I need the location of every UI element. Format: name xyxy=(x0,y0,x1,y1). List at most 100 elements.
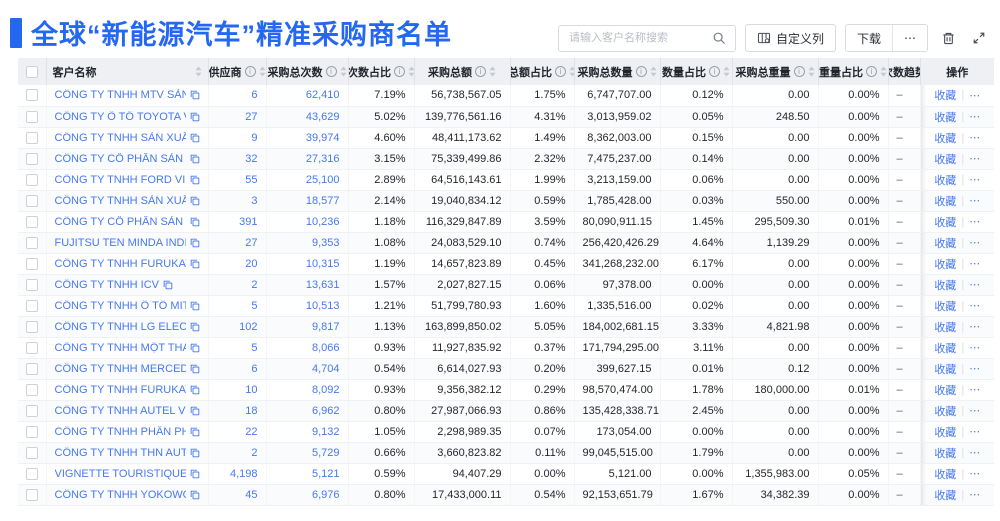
copy-icon[interactable] xyxy=(190,217,200,227)
favorite-button[interactable]: 收藏 xyxy=(934,489,957,502)
favorite-button[interactable]: 收藏 xyxy=(934,384,957,397)
sort-icon[interactable] xyxy=(194,66,202,77)
copy-icon[interactable] xyxy=(190,112,200,122)
row-more-button[interactable]: ⋯ xyxy=(969,489,981,501)
customer-name-link[interactable]: CÔNG TY TNHH LG ELECTRON... xyxy=(54,320,186,333)
sort-icon[interactable] xyxy=(880,66,887,77)
row-more-button[interactable]: ⋯ xyxy=(969,363,981,375)
favorite-button[interactable]: 收藏 xyxy=(934,258,957,271)
row-checkbox[interactable] xyxy=(26,446,38,459)
row-checkbox[interactable] xyxy=(26,278,38,291)
sort-icon[interactable] xyxy=(807,66,815,77)
favorite-button[interactable]: 收藏 xyxy=(934,426,957,439)
customer-name-link[interactable]: CÔNG TY TNHH FORD VIỆT NAM xyxy=(54,173,186,186)
row-checkbox[interactable] xyxy=(26,467,38,480)
customer-name-link[interactable]: CÔNG TY Ô TÔ TOYOTA VIỆT ... xyxy=(54,110,186,123)
sort-icon[interactable] xyxy=(408,66,414,77)
row-more-button[interactable]: ⋯ xyxy=(969,321,981,333)
row-checkbox[interactable] xyxy=(26,89,38,102)
row-more-button[interactable]: ⋯ xyxy=(969,426,981,438)
column-header-amount_pct[interactable]: 总额占比 i xyxy=(510,58,575,85)
customer-name-link[interactable]: CÔNG TY TNHH AUTEL VIỆT N... xyxy=(54,404,186,417)
sort-icon[interactable] xyxy=(723,66,730,77)
customize-columns-button[interactable]: 自定义列 xyxy=(744,24,836,52)
favorite-button[interactable]: 收藏 xyxy=(934,342,957,355)
row-checkbox[interactable] xyxy=(26,362,38,375)
customer-name-link[interactable]: FUJITSU TEN MINDA INDIA PVT... xyxy=(54,236,186,249)
row-checkbox[interactable] xyxy=(26,320,38,333)
search-input[interactable] xyxy=(566,31,711,45)
column-header-count_pct[interactable]: 次数占比 i xyxy=(348,58,415,85)
favorite-button[interactable]: 收藏 xyxy=(934,174,957,187)
row-more-button[interactable]: ⋯ xyxy=(969,89,981,102)
row-more-button[interactable]: ⋯ xyxy=(969,216,981,228)
delete-button[interactable] xyxy=(937,27,959,49)
row-more-button[interactable]: ⋯ xyxy=(969,174,981,186)
favorite-button[interactable]: 收藏 xyxy=(934,279,957,292)
favorite-button[interactable]: 收藏 xyxy=(934,195,957,208)
copy-icon[interactable] xyxy=(190,385,200,395)
column-header-quantity_pct[interactable]: 数量占比 i xyxy=(660,58,733,85)
row-checkbox[interactable] xyxy=(26,215,38,228)
download-button[interactable]: 下载 xyxy=(845,25,892,51)
copy-icon[interactable] xyxy=(190,133,200,143)
row-more-button[interactable]: ⋯ xyxy=(969,237,981,249)
row-more-button[interactable]: ⋯ xyxy=(969,153,981,165)
sort-icon[interactable] xyxy=(489,66,496,77)
copy-icon[interactable] xyxy=(190,259,200,269)
customer-name-link[interactable]: CÔNG TY TNHH MTV SẢN XUẤ... xyxy=(54,89,186,102)
copy-icon[interactable] xyxy=(190,343,200,353)
row-more-button[interactable]: ⋯ xyxy=(969,468,981,480)
row-checkbox[interactable] xyxy=(26,110,38,123)
row-checkbox[interactable] xyxy=(26,404,38,417)
row-more-button[interactable]: ⋯ xyxy=(969,111,981,123)
favorite-button[interactable]: 收藏 xyxy=(934,153,957,166)
copy-icon[interactable] xyxy=(190,154,200,164)
row-checkbox[interactable] xyxy=(26,488,38,501)
row-checkbox[interactable] xyxy=(26,173,38,186)
copy-icon[interactable] xyxy=(190,406,200,416)
customer-name-link[interactable]: CÔNG TY TNHH MỘT THÀNH V... xyxy=(54,341,186,354)
row-more-button[interactable]: ⋯ xyxy=(969,195,981,207)
copy-icon[interactable] xyxy=(163,280,173,290)
favorite-button[interactable]: 收藏 xyxy=(934,132,957,145)
row-checkbox[interactable] xyxy=(26,299,38,312)
sort-icon[interactable] xyxy=(258,66,266,77)
favorite-button[interactable]: 收藏 xyxy=(934,405,957,418)
favorite-button[interactable]: 收藏 xyxy=(934,468,957,481)
customer-name-link[interactable]: CÔNG TY TNHH ICV xyxy=(54,278,160,291)
copy-icon[interactable] xyxy=(190,175,200,185)
copy-icon[interactable] xyxy=(190,364,200,374)
search-icon[interactable] xyxy=(711,30,727,46)
copy-icon[interactable] xyxy=(190,196,200,206)
customer-name-link[interactable]: CÔNG TY TNHH SẢN XUẤT VÀ ... xyxy=(54,194,186,207)
column-header-purchase_count[interactable]: 采购总次数 i xyxy=(266,58,349,85)
customer-name-link[interactable]: CÔNG TY CỔ PHẦN SẢN XUẤT... xyxy=(54,152,186,165)
customer-name-link[interactable]: CÔNG TY TNHH SẢN XUẤT VÀ ... xyxy=(54,131,186,144)
favorite-button[interactable]: 收藏 xyxy=(934,216,957,229)
customer-name-link[interactable]: VIGNETTE TOURISTIQUE G UNI... xyxy=(54,467,186,480)
row-checkbox[interactable] xyxy=(26,152,38,165)
favorite-button[interactable]: 收藏 xyxy=(934,90,957,103)
fullscreen-button[interactable] xyxy=(968,27,990,49)
column-header-name[interactable]: 客户名称 xyxy=(46,58,209,85)
customer-name-link[interactable]: CÔNG TY CỔ PHẦN SẢN XUẤT... xyxy=(54,215,186,228)
customer-name-link[interactable]: CÔNG TY TNHH Ô TÔ MITSUBI... xyxy=(54,299,186,312)
column-header-amount[interactable]: 采购总额 i xyxy=(414,58,511,85)
copy-icon[interactable] xyxy=(190,490,200,500)
row-more-button[interactable]: ⋯ xyxy=(969,405,981,417)
row-more-button[interactable]: ⋯ xyxy=(969,300,981,312)
favorite-button[interactable]: 收藏 xyxy=(934,321,957,334)
customer-name-link[interactable]: CÔNG TY TNHH FURUKAWA A... xyxy=(54,383,186,396)
customer-name-link[interactable]: CÔNG TY TNHH MERCEDES-B... xyxy=(54,362,186,375)
row-checkbox[interactable] xyxy=(26,236,38,249)
favorite-button[interactable]: 收藏 xyxy=(934,300,957,313)
row-checkbox[interactable] xyxy=(26,131,38,144)
select-all-checkbox[interactable] xyxy=(25,65,38,78)
sort-icon[interactable] xyxy=(339,66,347,77)
row-checkbox[interactable] xyxy=(26,341,38,354)
sort-icon[interactable] xyxy=(649,66,657,77)
row-checkbox[interactable] xyxy=(26,257,38,270)
row-more-button[interactable]: ⋯ xyxy=(969,132,981,144)
row-checkbox[interactable] xyxy=(26,425,38,438)
